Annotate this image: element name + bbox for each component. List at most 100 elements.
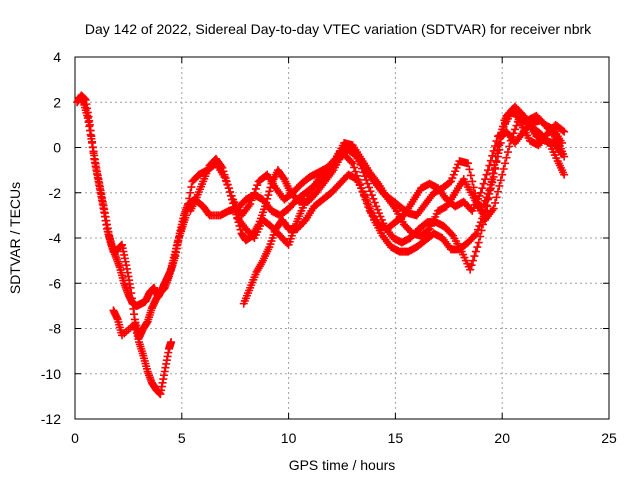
data-point xyxy=(474,238,483,247)
y-axis-label: SDTVAR / TECUs xyxy=(7,182,23,294)
y-tick-label: 4 xyxy=(53,49,61,65)
data-point xyxy=(185,194,194,203)
data-point xyxy=(224,184,233,193)
data-point xyxy=(492,193,501,202)
data-point xyxy=(471,247,480,256)
data-point xyxy=(499,164,508,173)
y-tick-label: -8 xyxy=(49,321,62,337)
series-trace-f xyxy=(233,102,569,249)
series-trace-c xyxy=(109,306,176,399)
data-point xyxy=(370,198,379,207)
data-point xyxy=(511,125,520,134)
data-point xyxy=(217,162,226,171)
series-trace-b xyxy=(75,93,569,342)
data-point xyxy=(351,167,360,176)
data-point xyxy=(265,187,274,196)
x-tick-label: 15 xyxy=(388,430,404,446)
x-axis-label: GPS time / hours xyxy=(289,457,396,473)
data-point xyxy=(231,206,240,215)
data-point xyxy=(186,188,195,197)
data-point xyxy=(496,138,505,147)
data-point xyxy=(481,175,490,184)
data-point xyxy=(472,229,481,238)
x-tick-label: 10 xyxy=(281,430,297,446)
data-point xyxy=(187,183,196,192)
y-tick-label: -10 xyxy=(41,366,61,382)
data-point xyxy=(246,200,255,209)
data-point xyxy=(363,179,372,188)
data-point xyxy=(465,165,474,174)
data-point xyxy=(225,187,234,196)
chart-title: Day 142 of 2022, Sidereal Day-to-day VTE… xyxy=(85,21,592,37)
data-point xyxy=(505,142,514,151)
data-point xyxy=(350,163,359,172)
data-point xyxy=(362,175,371,184)
data-point xyxy=(361,193,370,202)
data-point xyxy=(501,159,510,168)
y-tick-label: -4 xyxy=(49,230,62,246)
data-point xyxy=(249,192,257,201)
data-point xyxy=(492,158,501,167)
data-point xyxy=(502,153,511,162)
x-tick-label: 25 xyxy=(601,430,617,446)
data-point xyxy=(560,127,569,136)
data-point xyxy=(445,178,454,187)
data-point xyxy=(365,183,374,192)
data-point xyxy=(368,212,377,221)
data-point xyxy=(476,218,485,227)
data-point xyxy=(488,175,497,184)
data-point xyxy=(489,204,498,213)
data-point xyxy=(495,181,504,190)
data-point xyxy=(471,230,480,239)
data-point xyxy=(479,179,488,188)
data-point xyxy=(362,197,371,206)
data-point xyxy=(560,170,569,179)
data-point xyxy=(167,338,176,347)
data-point xyxy=(485,186,494,195)
data-point xyxy=(491,198,500,207)
y-tick-label: 2 xyxy=(53,94,61,110)
data-point xyxy=(496,176,505,185)
data-point xyxy=(364,200,373,209)
data-point xyxy=(226,191,235,200)
data-point xyxy=(251,184,260,193)
data-point xyxy=(473,243,482,252)
data-point xyxy=(247,196,256,205)
x-tick-label: 20 xyxy=(494,430,510,446)
data-point xyxy=(266,183,275,192)
data-point xyxy=(424,226,433,235)
data-point xyxy=(499,125,508,134)
data-point xyxy=(367,208,376,217)
data-point xyxy=(365,204,374,213)
data-point xyxy=(473,225,482,234)
data-point xyxy=(369,194,378,203)
data-point xyxy=(263,194,272,203)
data-point xyxy=(467,261,476,270)
data-point xyxy=(468,177,477,186)
data-point xyxy=(558,138,567,147)
data-point xyxy=(262,198,271,207)
data-point xyxy=(466,171,475,180)
data-point xyxy=(501,118,510,127)
data-point xyxy=(475,221,484,230)
data-point xyxy=(366,187,375,196)
data-point xyxy=(498,132,507,141)
data-point xyxy=(466,265,475,274)
data-point xyxy=(367,191,376,200)
axis-ticks: 0 5 10 15 20 25 -12 -10 -8 -6 -4 -2 0 2 4 xyxy=(41,49,617,446)
x-tick-label: 0 xyxy=(71,430,79,446)
data-point xyxy=(498,170,507,179)
data-point xyxy=(464,159,473,168)
data-point xyxy=(227,195,236,204)
data-point xyxy=(229,199,238,208)
data-point xyxy=(482,170,491,179)
data-point xyxy=(478,214,487,223)
series-trace-e xyxy=(239,107,567,308)
x-tick-label: 5 xyxy=(178,430,186,446)
data-point xyxy=(491,163,500,172)
data-point xyxy=(486,180,495,189)
data-point xyxy=(264,191,273,200)
data-point xyxy=(476,188,485,197)
data-point xyxy=(253,181,262,190)
